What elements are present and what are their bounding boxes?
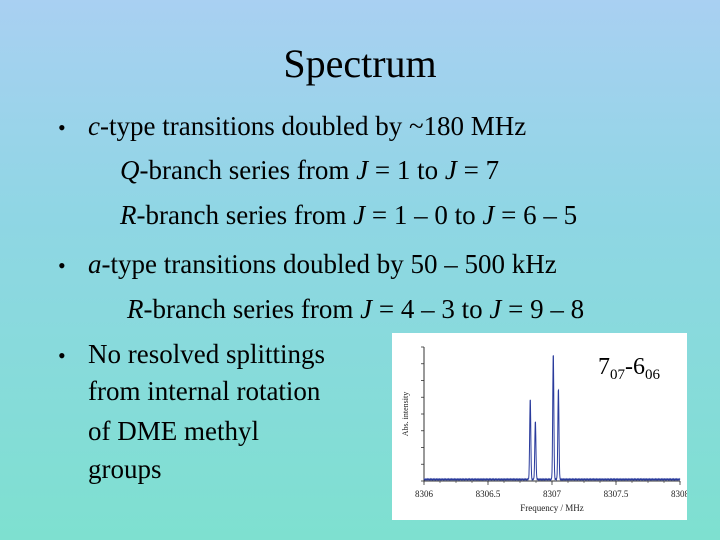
spectrum-trace — [423, 355, 681, 482]
transition-separator: - — [625, 354, 633, 380]
bullet-line: groups — [88, 456, 162, 483]
x-tick-label: 8306.5 — [476, 489, 501, 499]
italic-symbol: a — [88, 249, 102, 279]
transition-label: 707-606 — [598, 354, 660, 384]
italic-symbol: J — [356, 155, 369, 185]
text-span: from internal rotation — [88, 376, 321, 406]
italic-symbol: J — [444, 155, 457, 185]
italic-symbol: R — [120, 200, 137, 230]
bullet-line: R-branch series from J = 4 – 3 to J = 9 … — [127, 296, 584, 323]
bullet-marker: • — [58, 253, 66, 278]
bullet-marker: • — [58, 115, 66, 140]
text-span: = 4 – 3 to — [372, 294, 490, 324]
x-tick-label: 8307 — [543, 489, 562, 499]
text-span: -type transitions doubled by 50 – 500 kH… — [101, 249, 557, 279]
x-axis-label: Frequency / MHz — [520, 503, 583, 513]
transition-ka-kc-lower: 06 — [645, 367, 660, 383]
bullet-line: Q-branch series from J = 1 to J = 7 — [120, 157, 499, 184]
italic-symbol: Q — [120, 155, 140, 185]
italic-symbol: J — [482, 200, 495, 230]
text-span: of DME methyl — [88, 416, 259, 446]
text-span: = 6 – 5 — [494, 200, 578, 230]
bullet-line: R-branch series from J = 1 – 0 to J = 6 … — [120, 202, 577, 229]
text-span: -type transitions doubled by ~180 MHz — [99, 111, 527, 141]
x-tick-label: 8306 — [415, 489, 434, 499]
bullet-line: No resolved splittings — [88, 341, 325, 368]
italic-symbol: J — [489, 294, 502, 324]
italic-symbol: R — [127, 294, 144, 324]
transition-ka-kc-upper: 07 — [610, 367, 625, 383]
slide-title: Spectrum — [283, 41, 437, 86]
italic-symbol: J — [360, 294, 373, 324]
italic-symbol: J — [353, 200, 366, 230]
text-span: -branch series from — [143, 294, 361, 324]
bullet-line: a-type transitions doubled by 50 – 500 k… — [88, 251, 557, 278]
transition-j-lower: 6 — [633, 354, 645, 380]
text-span: -branch series from — [136, 200, 354, 230]
bullet-line: of DME methyl — [88, 418, 259, 445]
text-span: = 1 – 0 to — [365, 200, 483, 230]
bullet-marker: • — [58, 343, 66, 368]
text-span: groups — [88, 454, 162, 484]
bullet-line: from internal rotation — [88, 378, 320, 405]
text-span: = 9 – 8 — [501, 294, 585, 324]
text-span: No resolved splittings — [88, 339, 325, 369]
transition-j-upper: 7 — [598, 354, 610, 380]
italic-symbol: c — [88, 111, 100, 141]
bullet-line: c-type transitions doubled by ~180 MHz — [88, 113, 526, 140]
spectrum-plot: 8306 8306.5 8307 8307.5 8308 Frequency / MHz A… — [392, 333, 687, 520]
text-span: -branch series from — [139, 155, 357, 185]
text-span: = 7 — [456, 155, 500, 185]
x-tick-label: 8307.5 — [604, 489, 629, 499]
x-tick-label: 8308 — [671, 489, 687, 499]
text-span: = 1 to — [368, 155, 445, 185]
y-axis-label: Abs. intensity — [401, 392, 410, 436]
spectrum-svg: 8306 8306.5 8307 8307.5 8308 Frequency / MHz A… — [401, 346, 687, 513]
